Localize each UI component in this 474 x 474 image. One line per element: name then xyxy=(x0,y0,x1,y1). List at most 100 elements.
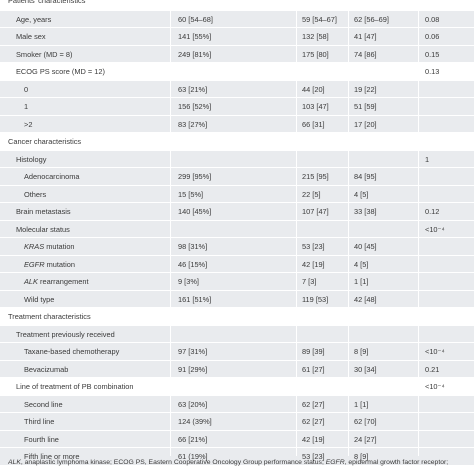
value-cell: 140 [45%] xyxy=(178,207,212,216)
table-row: ALK rearrangement 9 [3%] 7 [3] 1 [1] xyxy=(0,272,474,290)
p-value-cell: 0.13 xyxy=(425,67,440,76)
value-cell: 175 [80] xyxy=(302,49,329,59)
value-cell: 89 [39] xyxy=(302,347,325,356)
value-cell: 33 [38] xyxy=(354,207,377,216)
value-cell: 24 [27] xyxy=(354,434,377,444)
column-divider xyxy=(170,0,171,456)
table-row: Line of treatment of PB combination <10⁻⁴ xyxy=(0,377,474,395)
table-row: Molecular status <10⁻⁴ xyxy=(0,219,474,237)
p-value-cell: 0.12 xyxy=(425,207,440,216)
table-row: Male sex 141 [55%] 132 [58] 41 [47] 0.06 xyxy=(0,27,474,45)
value-cell: 51 [59] xyxy=(354,102,377,111)
column-divider xyxy=(296,0,297,456)
row-label: ECOG PS score (MD = 12) xyxy=(16,67,105,76)
value-cell: 44 [20] xyxy=(302,84,325,94)
value-cell: 4 [5] xyxy=(354,259,369,269)
p-value-cell: 0.08 xyxy=(425,14,440,24)
footnote-text-b: , epidermal growth factor receptor; xyxy=(344,459,449,466)
footnote-text-a: , anaplastic lymphoma kinase; ECOG PS, E… xyxy=(20,459,326,466)
row-label: KRAS mutation xyxy=(24,242,75,251)
table-row: EGFR mutation 46 [15%] 42 [19] 4 [5] xyxy=(0,254,474,272)
value-cell: 156 [52%] xyxy=(178,102,212,111)
value-cell: 103 [47] xyxy=(302,102,329,111)
value-cell: 62 [27] xyxy=(302,417,325,426)
row-label: Smoker (MD = 8) xyxy=(16,49,73,59)
value-cell: 66 [31] xyxy=(302,119,325,129)
p-value-cell: <10⁻⁴ xyxy=(425,347,445,356)
row-label: Treatment previously received xyxy=(16,329,115,339)
table-row: Treatment previously received xyxy=(0,324,474,342)
gene-name: EGFR xyxy=(24,259,45,269)
value-cell: 124 (39%] xyxy=(178,417,212,426)
row-label: Male sex xyxy=(16,32,46,41)
value-cell: 98 [31%] xyxy=(178,242,208,251)
row-label: Bevacizumab xyxy=(24,364,69,374)
column-divider xyxy=(348,0,349,456)
value-cell: 41 [47] xyxy=(354,32,377,41)
table-row: Adenocarcinoma 299 [95%] 215 [95] 84 [95] xyxy=(0,167,474,185)
value-cell: 42 [48] xyxy=(354,294,377,304)
value-cell: 9 [3%] xyxy=(178,277,199,286)
value-cell: 1 [1] xyxy=(354,277,369,286)
value-cell: 1 [1] xyxy=(354,399,369,409)
value-cell: 17 [20] xyxy=(354,119,377,129)
row-label: Fifth line or more xyxy=(24,452,80,461)
table-row: Taxane-based chemotherapy 97 [31%] 89 [39]… xyxy=(0,342,474,360)
footnote-egfr: EGFR xyxy=(325,459,345,466)
bottom-fade xyxy=(0,466,474,474)
value-cell: 53 [23] xyxy=(302,452,325,461)
gene-name: KRAS xyxy=(24,242,45,251)
p-value-cell: <10⁻⁴ xyxy=(425,382,445,391)
value-cell: 4 [5] xyxy=(354,189,369,199)
value-cell: 62 [27] xyxy=(302,399,325,409)
row-label: >2 xyxy=(24,119,33,129)
value-cell: 53 [23] xyxy=(302,242,325,251)
value-cell: 22 [5] xyxy=(302,189,321,199)
table-row: Fifth line or more 61 (19%] 53 [23] 8 [9] xyxy=(0,447,474,465)
table-row: 0 63 [21%] 44 [20] 19 [22] xyxy=(0,79,474,97)
row-label: Others xyxy=(24,189,47,199)
value-cell: 97 [31%] xyxy=(178,347,208,356)
row-label: Histology xyxy=(16,154,47,164)
table-row: KRAS mutation 98 [31%] 53 [23] 40 [45] xyxy=(0,237,474,255)
p-value-cell: 0.21 xyxy=(425,364,440,374)
value-cell: 63 [21%] xyxy=(178,84,208,94)
table-row: Age, years 60 [54–68] 59 [54–67] 62 [56–69]… xyxy=(0,9,474,27)
value-cell: 19 [22] xyxy=(354,84,377,94)
value-cell: 61 [27] xyxy=(302,364,325,374)
value-cell: 66 [21%] xyxy=(178,434,208,444)
column-divider xyxy=(418,0,419,456)
table-row: Fourth line 66 [21%] 42 [19] 24 [27] xyxy=(0,429,474,447)
row-label: Wild type xyxy=(24,294,55,304)
row-label: Taxane-based chemotherapy xyxy=(24,347,120,356)
table-row: Cancer characteristics xyxy=(0,132,474,150)
value-cell: 249 [81%] xyxy=(178,49,212,59)
value-cell: 30 [34] xyxy=(354,364,377,374)
table-row: Brain metastasis 140 [45%] 107 [47] 33 [38]… xyxy=(0,202,474,220)
table-row: Others 15 [5%] 22 [5] 4 [5] xyxy=(0,184,474,202)
value-cell: 42 [19] xyxy=(302,259,325,269)
row-label: EGFR mutation xyxy=(24,259,75,269)
value-cell: 60 [54–68] xyxy=(178,14,213,24)
footnote-alk: ALK xyxy=(8,459,21,466)
table-row: Smoker (MD = 8) 249 [81%] 175 [80] 74 [86] 0… xyxy=(0,44,474,62)
value-cell: 8 [9] xyxy=(354,452,369,461)
value-cell: 74 [86] xyxy=(354,49,377,59)
row-label: Molecular status xyxy=(16,224,70,234)
table-row: Histology 1 xyxy=(0,149,474,167)
value-cell: 42 [19] xyxy=(302,434,325,444)
value-cell: 215 [95] xyxy=(302,172,329,181)
value-cell: 119 [53] xyxy=(302,294,329,304)
value-cell: 63 [20%] xyxy=(178,399,208,409)
value-cell: 46 [15%] xyxy=(178,259,208,269)
value-cell: 15 [5%] xyxy=(178,189,204,199)
p-value-cell: 1 xyxy=(425,154,430,164)
table-row: Second line 63 [20%] 62 [27] 1 [1] xyxy=(0,394,474,412)
row-label: ALK rearrangement xyxy=(24,277,89,286)
value-cell: 107 [47] xyxy=(302,207,329,216)
p-value-cell: 0.15 xyxy=(425,49,440,59)
row-label: Second line xyxy=(24,399,63,409)
value-cell: 7 [3] xyxy=(302,277,317,286)
value-cell: 59 [54–67] xyxy=(302,14,337,24)
value-cell: 8 [9] xyxy=(354,347,369,356)
